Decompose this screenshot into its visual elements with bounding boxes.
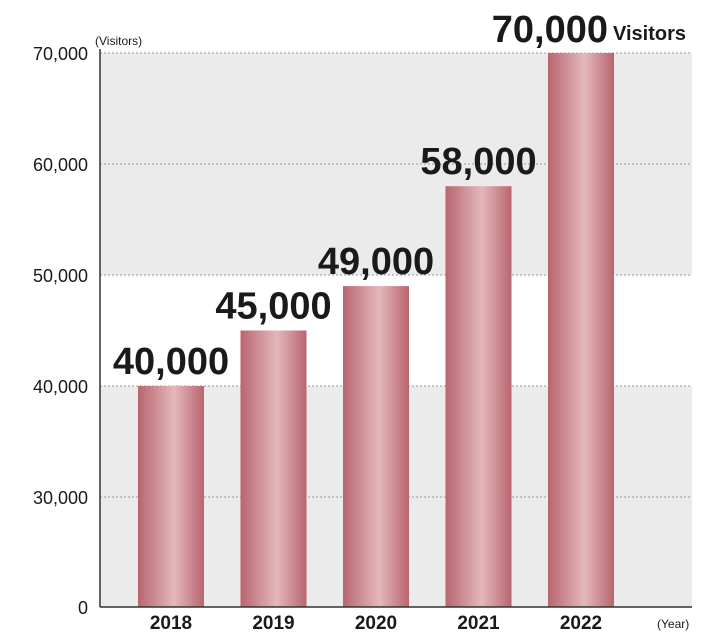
bar-2018 <box>138 386 204 607</box>
y-tick-label: 50,000 <box>33 266 88 286</box>
y-tick-label: 30,000 <box>33 488 88 508</box>
data-label-unit: Visitors <box>613 23 686 45</box>
y-tick-label: 60,000 <box>33 155 88 175</box>
bar-2022 <box>548 53 614 607</box>
x-tick-label: 2020 <box>355 613 397 632</box>
bar-2019 <box>240 330 307 607</box>
x-tick-label: 2021 <box>457 613 500 632</box>
bar-2020 <box>343 286 409 607</box>
data-label: 45,000 <box>215 286 331 328</box>
data-label: 40,000 <box>113 341 229 383</box>
data-label: 58,000 <box>420 141 536 183</box>
bars <box>138 53 614 607</box>
x-axis-unit: (Year) <box>657 617 689 631</box>
labels: 2018 40,000 2019 45,000 2020 49,000 2021 58,000… <box>113 9 686 632</box>
x-tick-label: 2018 <box>150 613 192 632</box>
data-label: 49,000 <box>318 241 434 283</box>
y-tick-label: 70,000 <box>33 44 88 64</box>
y-axis-unit: (Visitors) <box>95 34 142 48</box>
x-tick-label: 2022 <box>560 613 602 632</box>
axes: 0 30,000 40,000 50,000 60,000 70,000 (Visitors… <box>33 34 692 631</box>
bar-2021 <box>445 186 512 607</box>
x-tick-label: 2019 <box>252 613 294 632</box>
y-tick-label: 0 <box>78 598 88 618</box>
data-label: 70,000 <box>492 9 608 51</box>
y-tick-label: 40,000 <box>33 377 88 397</box>
